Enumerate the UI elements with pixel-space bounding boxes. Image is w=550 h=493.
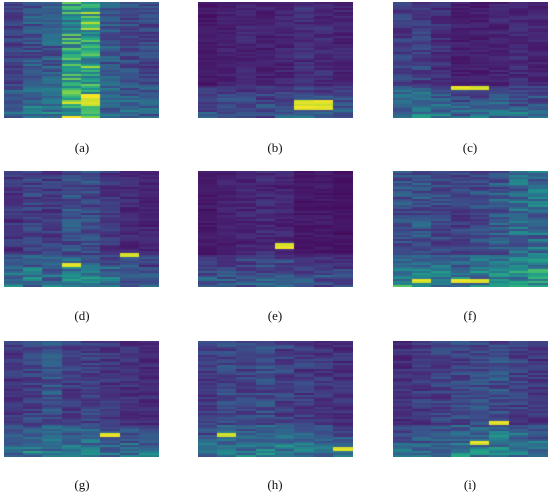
- panel-label-d: (d): [74, 308, 90, 323]
- panel-label-h: (h): [267, 477, 283, 492]
- heatmap-canvas-b: [198, 2, 353, 118]
- panel-label-e: (e): [267, 308, 283, 323]
- panel-label-f: (f): [463, 308, 477, 323]
- heatmap-panel-h: [198, 341, 353, 457]
- panel-label-c: (c): [462, 140, 478, 155]
- heatmap-canvas-h: [198, 341, 353, 457]
- heatmap-canvas-c: [393, 2, 548, 118]
- panel-label-b: (b): [267, 140, 283, 155]
- heatmap-panel-e: [198, 171, 353, 287]
- panel-label-a: (a): [74, 140, 90, 155]
- heatmap-panel-g: [4, 341, 159, 457]
- heatmap-panel-a: [4, 2, 159, 118]
- heatmap-panel-d: [4, 171, 159, 287]
- heatmap-panel-b: [198, 2, 353, 118]
- heatmap-panel-i: [393, 341, 548, 457]
- heatmap-canvas-e: [198, 171, 353, 287]
- heatmap-canvas-d: [4, 171, 159, 287]
- panel-label-i: (i): [463, 477, 477, 492]
- panel-label-g: (g): [74, 477, 90, 492]
- heatmap-canvas-i: [393, 341, 548, 457]
- heatmap-panel-c: [393, 2, 548, 118]
- heatmap-canvas-f: [393, 171, 548, 287]
- heatmap-canvas-a: [4, 2, 159, 118]
- heatmap-panel-f: [393, 171, 548, 287]
- heatmap-canvas-g: [4, 341, 159, 457]
